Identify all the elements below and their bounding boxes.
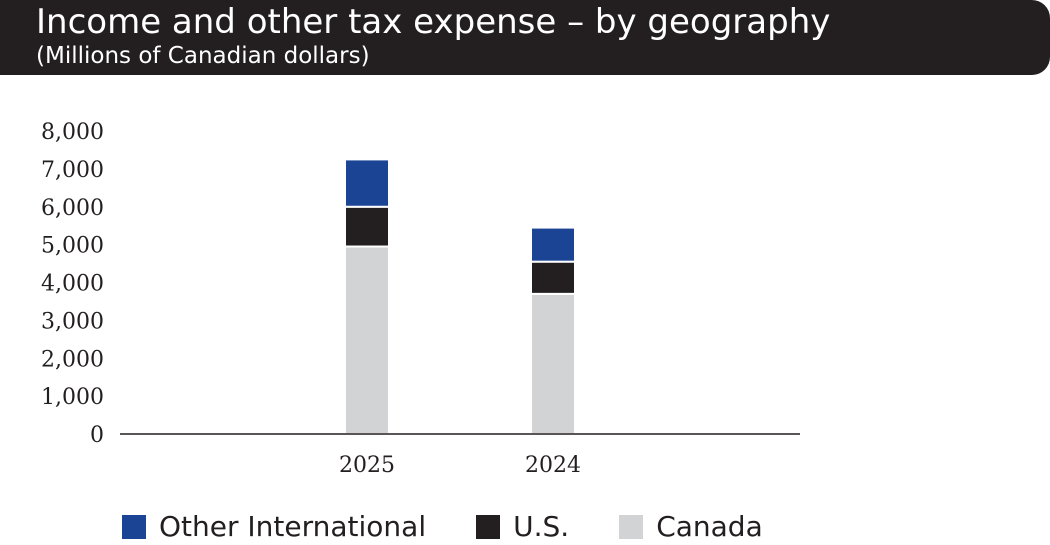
y-tick-label: 4,000 (41, 272, 104, 297)
bar-u-s-2025 (344, 205, 390, 248)
y-tick-label: 6,000 (41, 196, 104, 221)
bar-canada-2024 (530, 292, 576, 435)
legend-item: Other International (122, 511, 426, 543)
legend-label: U.S. (513, 510, 570, 543)
y-tick-label: 7,000 (41, 158, 104, 183)
y-tick-label: 1,000 (41, 385, 104, 410)
y-tick-label: 2,000 (41, 347, 104, 372)
x-category-label: 2024 (525, 453, 581, 478)
bar-u-s-2024 (530, 260, 576, 295)
chart-header: Income and other tax expense – by geogra… (0, 0, 1050, 75)
chart-subtitle: (Millions of Canadian dollars) (36, 43, 370, 69)
legend-label: Other International (159, 510, 427, 543)
legend-swatch (619, 515, 644, 539)
legend-label: Canada (656, 510, 763, 543)
legend-swatch (122, 515, 146, 539)
y-tick-label: 5,000 (41, 234, 104, 259)
legend-item: Canada (619, 511, 763, 543)
bar-canada-2025 (344, 245, 390, 435)
y-tick-label: 3,000 (41, 309, 104, 334)
legend-item: U.S. (476, 511, 569, 543)
x-category-label: 2025 (339, 453, 395, 478)
legend-swatch (476, 515, 501, 539)
chart-legend: Other International U.S. Canada (122, 510, 813, 544)
y-tick-label: 0 (90, 423, 104, 448)
chart-title: Income and other tax expense – by geogra… (36, 2, 831, 42)
stacked-bar-chart: 0 1,000 2,000 3,000 4,000 5,000 6,000 7,000 8,00… (41, 120, 800, 478)
bar-other-international-2024 (530, 226, 576, 263)
bar-other-international-2025 (344, 158, 390, 208)
y-tick-label: 8,000 (41, 120, 104, 145)
